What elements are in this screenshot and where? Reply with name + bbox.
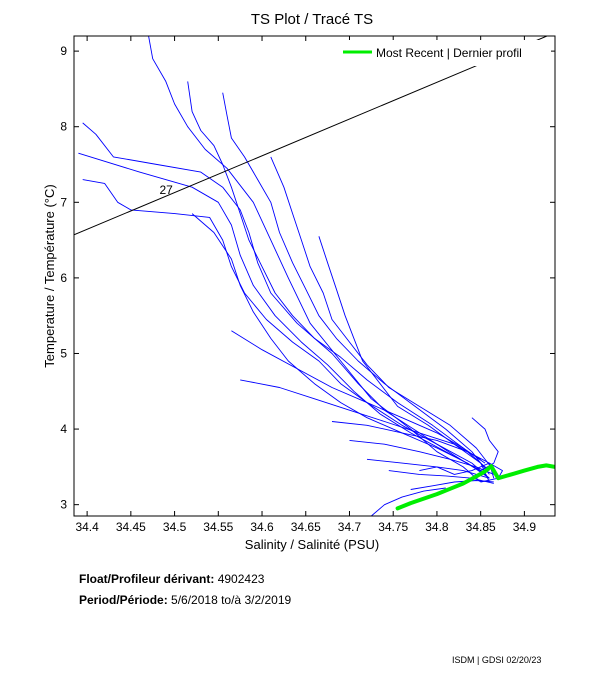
y-tick-label: 8 bbox=[60, 120, 67, 134]
most-recent-profile-layer bbox=[395, 463, 555, 511]
period-to: 3/2/2019 bbox=[244, 593, 292, 607]
period-label: Period/Période: bbox=[79, 593, 168, 607]
x-axis-label: Salinity / Salinité (PSU) bbox=[245, 537, 379, 552]
x-tick-label: 34.45 bbox=[116, 520, 146, 534]
plot-frame bbox=[73, 35, 556, 517]
profile-line-11 bbox=[240, 379, 481, 460]
y-tick-label: 6 bbox=[60, 271, 67, 285]
y-tick-label: 3 bbox=[60, 498, 67, 512]
profile-line-9 bbox=[191, 213, 490, 479]
y-axis-ticks: 3 4 5 6 7 8 9 bbox=[60, 44, 555, 512]
profile-line-13 bbox=[349, 439, 494, 475]
profile-line-6 bbox=[222, 92, 490, 475]
x-axis-ticks: 34.4 34.45 34.5 34.55 34.6 34.65 34.7 34.75 34.8… bbox=[75, 36, 536, 534]
profile-line-2 bbox=[82, 122, 486, 475]
period-from: 5/6/2018 bbox=[171, 593, 218, 607]
profile-line-5 bbox=[187, 81, 490, 471]
period-sep: to/à bbox=[221, 593, 242, 607]
float-label: Float/Profileur dérivant: bbox=[79, 572, 215, 586]
y-tick-label: 5 bbox=[60, 346, 67, 360]
float-value: 4902423 bbox=[217, 572, 265, 586]
x-tick-label: 34.5 bbox=[163, 520, 187, 534]
historical-profiles bbox=[78, 36, 503, 516]
x-tick-label: 34.4 bbox=[75, 520, 99, 534]
y-tick-label: 4 bbox=[60, 422, 67, 436]
x-tick-label: 34.8 bbox=[425, 520, 449, 534]
x-tick-label: 34.6 bbox=[250, 520, 274, 534]
x-tick-label: 34.9 bbox=[513, 520, 537, 534]
x-tick-label: 34.65 bbox=[291, 520, 321, 534]
legend-label: Most Recent | Dernier profil bbox=[376, 46, 522, 60]
y-tick-label: 7 bbox=[60, 195, 67, 209]
isopycnal-label: 27 bbox=[159, 183, 173, 197]
float-info: Float/Profileur dérivant: 4902423 bbox=[79, 572, 264, 586]
credit: ISDM | GDSI 02/20/23 bbox=[452, 655, 542, 665]
y-axis-label: Temperature / Température (°C) bbox=[42, 184, 57, 367]
profile-line-8 bbox=[318, 236, 490, 483]
profile-line-15 bbox=[388, 470, 494, 484]
x-tick-label: 34.85 bbox=[466, 520, 496, 534]
profile-line-10 bbox=[231, 330, 486, 464]
legend-box bbox=[337, 40, 551, 66]
x-tick-label: 34.7 bbox=[338, 520, 362, 534]
most-recent-profile-line bbox=[395, 463, 555, 511]
chart-title: TS Plot / Tracé TS bbox=[251, 11, 373, 28]
profile-line-16 bbox=[410, 480, 494, 490]
profile-line-4 bbox=[82, 179, 490, 479]
isopycnal: 27 bbox=[74, 36, 549, 236]
profile-line-7 bbox=[270, 156, 495, 471]
isopycnal-line bbox=[74, 36, 549, 236]
profile-line-1 bbox=[148, 36, 481, 483]
x-tick-label: 34.75 bbox=[378, 520, 408, 534]
y-tick-label: 9 bbox=[60, 44, 67, 58]
legend: Most Recent | Dernier profil bbox=[337, 40, 551, 66]
profile-line-17 bbox=[371, 487, 446, 516]
period-info: Period/Période: 5/6/2018 to/à 3/2/2019 bbox=[79, 593, 291, 607]
x-tick-label: 34.55 bbox=[203, 520, 233, 534]
profile-line-3 bbox=[78, 152, 481, 471]
